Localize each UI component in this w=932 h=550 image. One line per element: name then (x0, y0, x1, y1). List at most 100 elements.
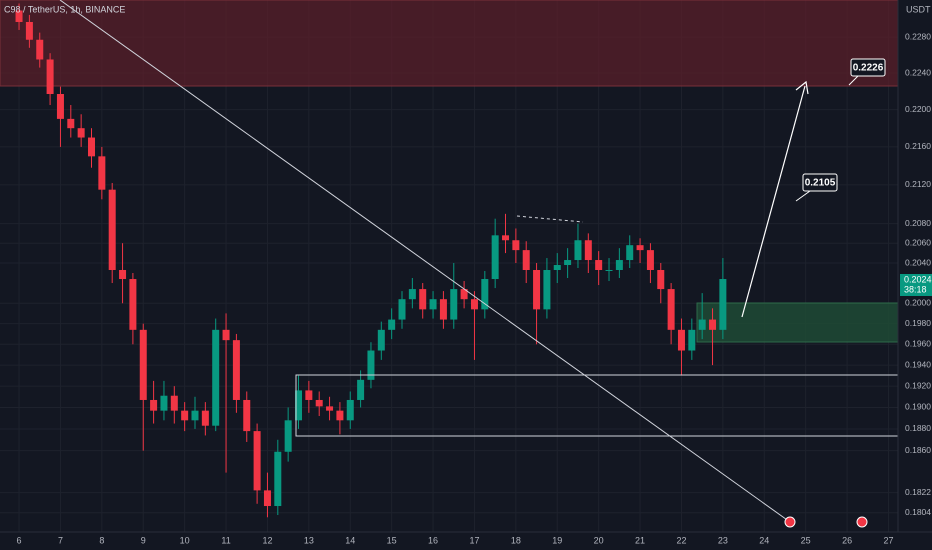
candle-body (377, 329, 385, 351)
candle-body (698, 319, 706, 330)
candle-body (87, 137, 95, 157)
projection-arrow (741, 85, 806, 318)
candle-body (305, 390, 313, 400)
candle-body (326, 406, 334, 411)
x-tick-label: 21 (635, 535, 645, 545)
x-tick-label: 6 (17, 535, 22, 545)
candle-body (295, 390, 303, 421)
candle-body (564, 260, 572, 266)
candle-body (150, 399, 158, 411)
candle-body (605, 270, 613, 272)
x-tick-label: 27 (883, 535, 893, 545)
candle-body (595, 260, 603, 271)
candle-body (181, 410, 189, 421)
candle-body (719, 279, 727, 330)
candle-body (677, 329, 685, 351)
candle-body (212, 329, 220, 426)
candle-body (336, 410, 344, 421)
x-tick-label: 24 (759, 535, 769, 545)
range-box (295, 374, 898, 437)
candle-body (584, 240, 592, 261)
x-tick-label: 16 (428, 535, 438, 545)
candle-body (491, 235, 499, 280)
candle-body (108, 189, 116, 271)
y-tick-label: 0.2200 (905, 104, 931, 114)
annotation: 0.2226 (853, 63, 884, 74)
price-tag: 0.2024 (904, 274, 932, 284)
countdown: 38:18 (904, 284, 927, 294)
x-tick-label: 18 (511, 535, 521, 545)
candle-body (688, 329, 696, 351)
candle-body (346, 399, 354, 421)
candle-body (657, 270, 665, 290)
y-tick-label: 0.1900 (905, 402, 931, 412)
x-tick-label: 20 (594, 535, 604, 545)
annotation-box (850, 58, 886, 77)
candle-body (139, 329, 147, 400)
candle-body (439, 299, 447, 320)
x-tick-label: 19 (552, 535, 562, 545)
currency: USDT (906, 4, 931, 14)
event-icon[interactable] (784, 516, 796, 528)
candle-body (533, 270, 541, 310)
candle-body (626, 245, 634, 261)
axis-labels: 0.2280 0.2240 0.2200 0.2160 0.2120 0.2080 0.20… (17, 31, 932, 545)
x-tick-label: 8 (99, 535, 104, 545)
y-tick-label: 0.1920 (905, 380, 931, 390)
candle-body (67, 118, 75, 129)
y-tick-label: 0.1940 (905, 359, 931, 369)
price-tag-box (900, 274, 932, 296)
candle-body (522, 250, 530, 271)
candle-body (36, 39, 44, 60)
event-icon[interactable] (856, 516, 868, 528)
x-tick-label: 10 (180, 535, 190, 545)
candle-body (709, 319, 717, 330)
y-tick-label: 0.1804 (905, 507, 931, 517)
candle-body (25, 21, 33, 40)
candle-body (388, 319, 396, 330)
annotation-pointer (848, 75, 859, 86)
candle-body (274, 451, 282, 507)
candle-body (56, 94, 64, 119)
x-tick-label: 12 (262, 535, 272, 545)
price-axis (898, 0, 932, 532)
candle-body (574, 240, 582, 261)
candle-body (553, 265, 561, 271)
x-tick-label: 13 (304, 535, 314, 545)
candle-body (222, 329, 230, 341)
y-tick-label: 0.2060 (905, 237, 931, 247)
candle-body (243, 399, 251, 432)
candle-body (15, 10, 23, 22)
chart-title: C98 / TetherUS, 1h, BINANCE (4, 4, 125, 14)
x-tick-label: 26 (842, 535, 852, 545)
candle-body (253, 431, 261, 491)
trend-line (59, 0, 791, 523)
candle-body (646, 250, 654, 271)
candle-body (667, 289, 675, 330)
candle-body (502, 235, 510, 241)
y-tick-label: 0.2040 (905, 257, 931, 267)
x-tick-label: 7 (58, 535, 63, 545)
candle-body (129, 279, 137, 330)
candle-body (543, 270, 551, 310)
candle-body (481, 279, 489, 310)
candle-body (201, 410, 209, 426)
x-tick-label: 25 (801, 535, 811, 545)
y-tick-label: 0.2120 (905, 179, 931, 189)
candle-body (367, 350, 375, 380)
y-tick-label: 0.1860 (905, 445, 931, 455)
arrow-head (795, 80, 809, 95)
x-tick-label: 11 (221, 535, 230, 545)
x-tick-label: 9 (141, 535, 146, 545)
candle-body (98, 156, 106, 190)
candle-body (284, 420, 292, 452)
candle-body (160, 395, 168, 411)
candle-body (170, 395, 178, 411)
y-tick-label: 0.1822 (905, 487, 931, 497)
annotation: 0.2105 (805, 178, 836, 189)
x-tick-label: 15 (387, 535, 397, 545)
candle-body (398, 299, 406, 320)
demand-zone (696, 302, 899, 343)
